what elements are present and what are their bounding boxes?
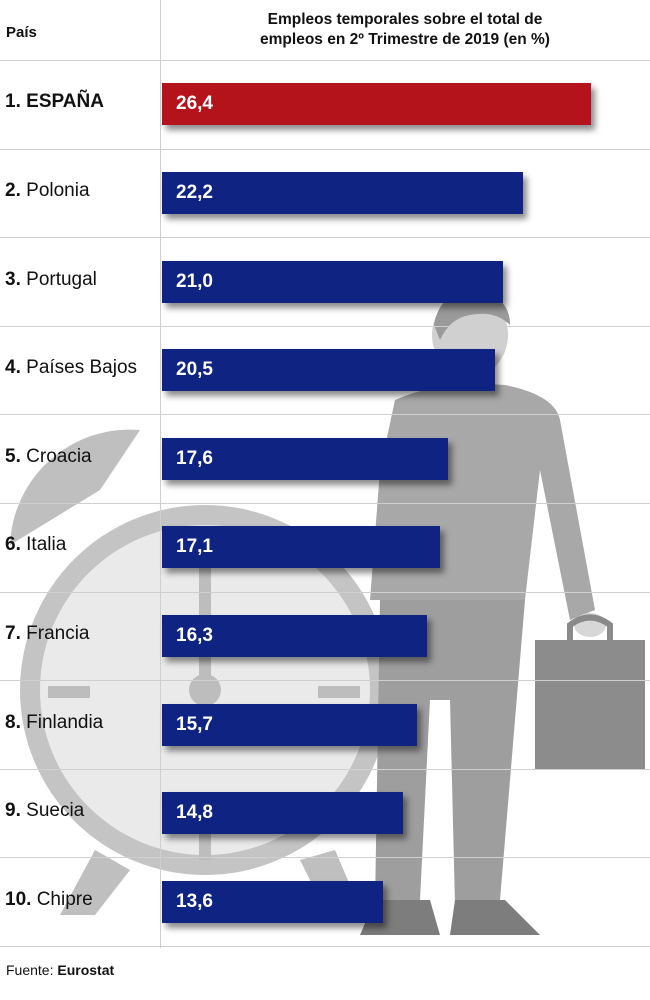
- country-label: 3. Portugal: [5, 269, 97, 291]
- country-rank: 1.: [5, 91, 21, 113]
- bar: 13,6: [162, 880, 383, 923]
- source-note: Fuente: Eurostat: [6, 962, 114, 978]
- bar-value-label: 22,2: [176, 181, 213, 203]
- bar-value-label: 14,8: [176, 802, 213, 824]
- row-separator: [0, 60, 650, 61]
- column-header-country: País: [6, 24, 37, 41]
- country-label: 2. Polonia: [5, 180, 90, 202]
- bar: 15,7: [162, 703, 417, 746]
- country-name: Países Bajos: [26, 357, 138, 379]
- country-name: Suecia: [26, 800, 85, 822]
- source-name: Eurostat: [57, 962, 115, 978]
- source-prefix: Fuente:: [6, 962, 58, 978]
- country-rank: 7.: [5, 622, 21, 644]
- chart-title-line-2: empleos en 2º Trimestre de 2019 (en %): [260, 31, 550, 48]
- country-rank: 8.: [5, 711, 21, 733]
- country-rank: 6.: [5, 534, 21, 556]
- country-name: Italia: [26, 534, 67, 556]
- country-label: 5. Croacia: [5, 446, 92, 468]
- bar: 14,8: [162, 792, 403, 835]
- bar: 26,4: [162, 83, 591, 126]
- country-label: 10. Chipre: [5, 889, 93, 911]
- bar: 17,1: [162, 526, 440, 569]
- country-rank: 4.: [5, 357, 21, 379]
- country-name: Chipre: [36, 888, 93, 910]
- country-label: 4. Países Bajos: [5, 357, 137, 379]
- row-separator: [0, 326, 650, 327]
- country-label: 8. Finlandia: [5, 712, 103, 734]
- bar-value-label: 16,3: [176, 624, 213, 646]
- country-rank: 5.: [5, 445, 21, 467]
- row-separator: [0, 414, 650, 415]
- bar-value-label: 26,4: [176, 93, 213, 115]
- row-separator: [0, 857, 650, 858]
- country-name: Finlandia: [26, 711, 104, 733]
- bar: 22,2: [162, 171, 523, 214]
- country-name: Francia: [26, 622, 90, 644]
- bar-value-label: 17,1: [176, 536, 213, 558]
- bar: 21,0: [162, 260, 503, 303]
- country-label: 9. Suecia: [5, 800, 84, 822]
- row-separator: [0, 149, 650, 150]
- alarm-clock-icon: [10, 429, 440, 920]
- country-name: Polonia: [26, 179, 90, 201]
- country-label: 1. ESPAÑA: [5, 91, 104, 113]
- row-separator: [0, 592, 650, 593]
- bar-value-label: 20,5: [176, 359, 213, 381]
- country-label: 7. Francia: [5, 623, 90, 645]
- chart-title: Empleos temporales sobre el total de emp…: [170, 10, 640, 50]
- row-separator: [0, 769, 650, 770]
- country-rank: 3.: [5, 268, 21, 290]
- country-rank: 2.: [5, 179, 21, 201]
- row-separator: [0, 237, 650, 238]
- column-divider: [160, 0, 161, 948]
- bar: 20,5: [162, 349, 495, 392]
- country-rank: 9.: [5, 800, 21, 822]
- country-name: ESPAÑA: [26, 91, 104, 113]
- bar-value-label: 21,0: [176, 270, 213, 292]
- country-name: Portugal: [26, 268, 97, 290]
- row-separator: [0, 946, 650, 947]
- bar-value-label: 13,6: [176, 890, 213, 912]
- bar: 16,3: [162, 614, 427, 657]
- row-separator: [0, 503, 650, 504]
- bar-value-label: 15,7: [176, 713, 213, 735]
- row-separator: [0, 680, 650, 681]
- country-label: 6. Italia: [5, 534, 66, 556]
- country-name: Croacia: [26, 445, 92, 467]
- chart-title-line-1: Empleos temporales sobre el total de: [267, 11, 543, 28]
- bar: 17,6: [162, 437, 448, 480]
- bar-value-label: 17,6: [176, 447, 213, 469]
- country-rank: 10.: [5, 888, 32, 910]
